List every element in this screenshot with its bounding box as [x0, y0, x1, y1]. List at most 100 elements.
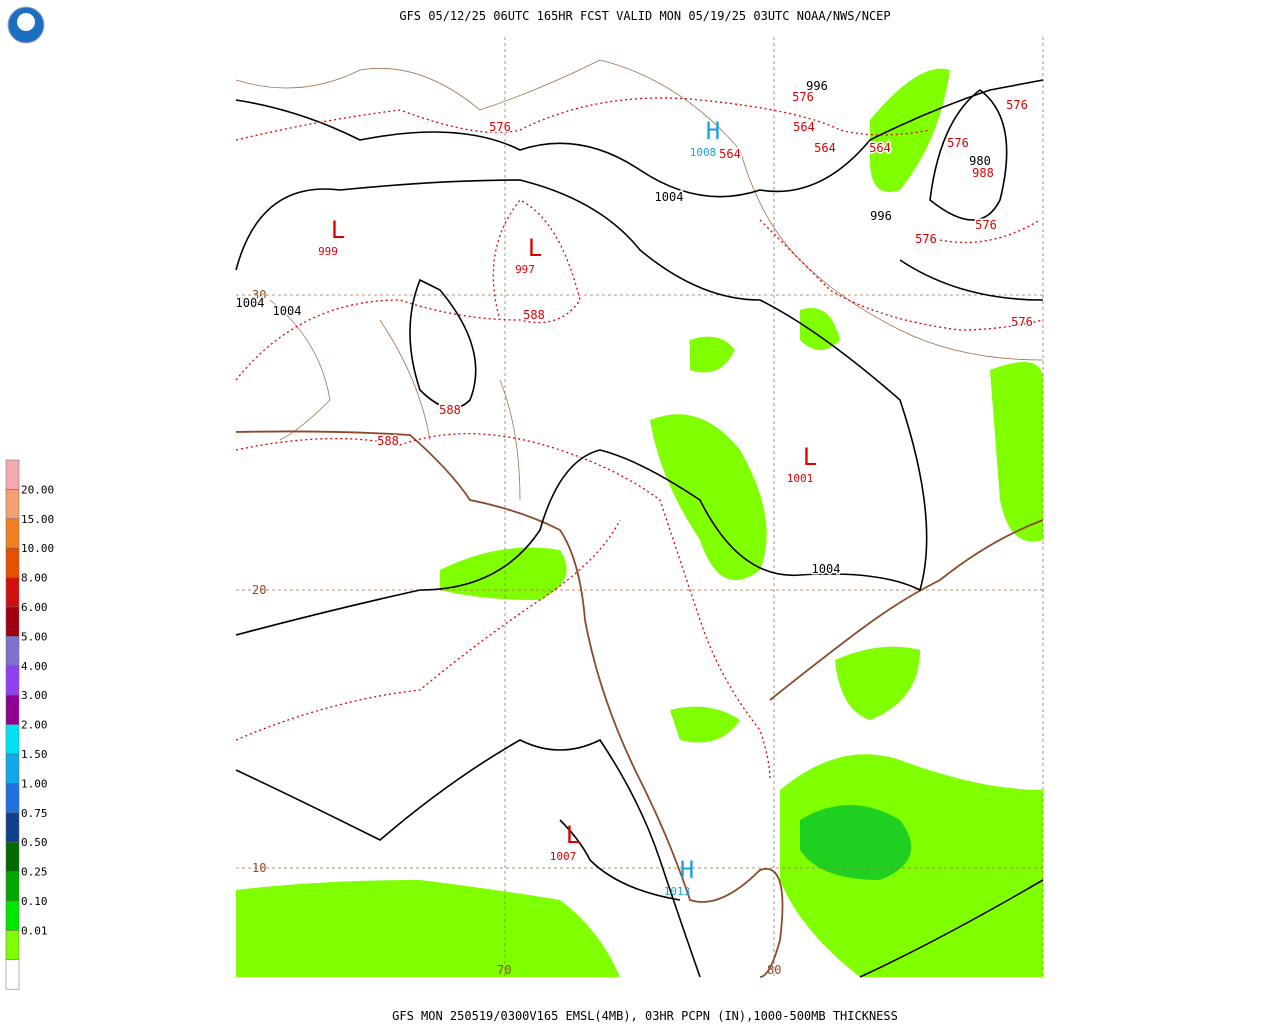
- legend-label: 0.50: [21, 836, 48, 849]
- legend-swatch: [5, 841, 20, 872]
- center-symbol: H: [680, 856, 694, 884]
- legend-swatch: [5, 577, 20, 608]
- legend-swatch: [5, 753, 20, 784]
- thickness-label: 988: [972, 166, 994, 180]
- legend-swatch: [5, 636, 20, 667]
- center-value: 1013: [664, 885, 691, 898]
- center-symbol: L: [566, 821, 580, 849]
- precip-area: [835, 646, 920, 720]
- isobar: [235, 179, 928, 636]
- coastline: [235, 430, 1044, 978]
- center-symbol: L: [331, 216, 345, 244]
- isobar-label: 1004: [655, 190, 684, 204]
- legend-label: 1.50: [21, 748, 48, 761]
- isobars: [235, 79, 1044, 978]
- thickness-label: 564: [793, 120, 815, 134]
- isobar-label: 980: [969, 154, 991, 168]
- legend-label: 15.00: [21, 513, 54, 526]
- thickness-line: [235, 97, 931, 141]
- thickness-label: 576: [915, 232, 937, 246]
- thickness-label: 564: [719, 147, 741, 161]
- isobar-label: 996: [806, 79, 828, 93]
- thickness-line: [235, 519, 621, 741]
- legend-swatch: [5, 900, 20, 931]
- thickness-label: 564: [869, 141, 891, 155]
- thickness-line: [235, 199, 581, 381]
- legend-label: 4.00: [21, 660, 48, 673]
- isobar: [235, 79, 1044, 198]
- center-symbol: H: [706, 117, 720, 145]
- thickness: [235, 97, 1044, 781]
- coast: [769, 519, 1044, 701]
- legend-swatch: [5, 930, 20, 961]
- center-symbol: L: [803, 443, 817, 471]
- thickness-line: [235, 432, 771, 781]
- precip-area: [990, 362, 1043, 542]
- center-symbol: L: [528, 234, 542, 262]
- caption: GFS MON 250519/0300V165 EMSL(4MB), 03HR …: [392, 1009, 898, 1023]
- isobar: [899, 88, 1044, 301]
- thickness-label: 576: [947, 136, 969, 150]
- isobar: [409, 278, 477, 409]
- precip-area: [800, 805, 912, 880]
- isobar: [235, 738, 701, 978]
- coast: [235, 430, 784, 978]
- legend-label: 6.00: [21, 601, 48, 614]
- legend-label: 0.01: [21, 924, 48, 937]
- thickness-label: 588: [523, 308, 545, 322]
- isobar-label: 1004: [273, 304, 302, 318]
- isobar-label: 996: [870, 209, 892, 223]
- center-value: 1007: [550, 850, 577, 863]
- precip-area: [690, 336, 735, 373]
- thickness-label: 576: [975, 218, 997, 232]
- legend: 20.00 15.00 10.00 8.00 6.00 5.00 4.00 3.00 2.00 1…: [5, 459, 54, 990]
- legend-label: 8.00: [21, 572, 48, 585]
- precip-area: [236, 880, 620, 977]
- precip: [236, 68, 1043, 977]
- legend-swatch: [5, 812, 20, 843]
- legend-swatch: [5, 871, 20, 902]
- grid: [236, 37, 1044, 977]
- lat-label: 30: [252, 288, 266, 302]
- thickness-label: 564: [814, 141, 836, 155]
- center-value: 1001: [787, 472, 814, 485]
- thickness-label: 576: [792, 90, 814, 104]
- legend-label: 5.00: [21, 630, 48, 643]
- thickness-label: 576: [489, 120, 511, 134]
- title: GFS 05/12/25 06UTC 165HR FCST VALID MON …: [399, 9, 890, 23]
- thickness-line: [759, 219, 1044, 331]
- center-value: 999: [318, 245, 338, 258]
- legend-swatch: [5, 959, 20, 990]
- legend-swatch: [5, 459, 20, 490]
- legend-swatch: [5, 547, 20, 578]
- precip-area: [440, 547, 567, 600]
- thickness-label: 588: [377, 434, 399, 448]
- legend-label: 20.00: [21, 483, 54, 496]
- thickness-label: 576: [1011, 315, 1033, 329]
- thickness-label: 576: [1006, 98, 1028, 112]
- legend-swatch: [5, 606, 20, 637]
- legend-label: 0.10: [21, 895, 48, 908]
- legend-swatch: [5, 665, 20, 696]
- legend-label: 10.00: [21, 542, 54, 555]
- legend-swatch: [5, 724, 20, 755]
- legend-swatch: [5, 489, 20, 520]
- thickness-label: 588: [439, 403, 461, 417]
- borders: [235, 59, 1044, 501]
- legend-swatch: [5, 518, 20, 549]
- legend-label: 3.00: [21, 689, 48, 702]
- border: [269, 299, 521, 501]
- noaa-logo-inner: [17, 13, 35, 31]
- legend-label: 0.25: [21, 866, 48, 879]
- precip-area: [800, 308, 840, 350]
- lon-label: 70: [497, 963, 511, 977]
- legend-swatch: [5, 783, 20, 814]
- legend-label: 2.00: [21, 719, 48, 732]
- lat-label: 20: [252, 583, 266, 597]
- precip-area: [870, 68, 950, 192]
- center-value: 997: [515, 263, 535, 276]
- lat-label: 10: [252, 861, 266, 875]
